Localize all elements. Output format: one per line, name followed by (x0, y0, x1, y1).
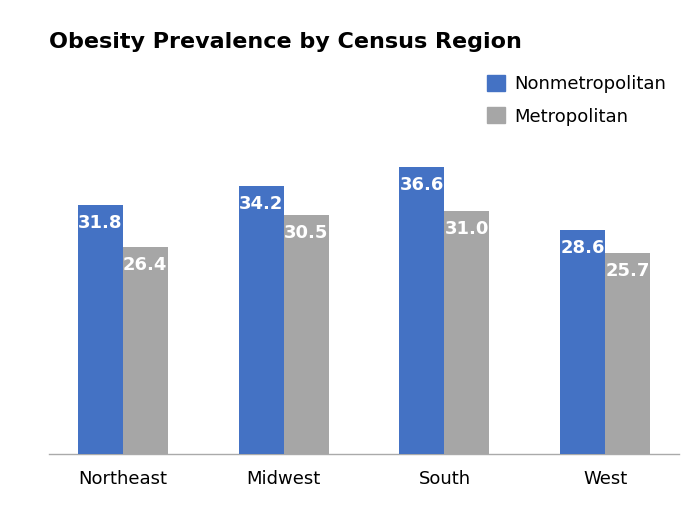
Bar (560, 230, 606, 454)
Legend: Nonmetropolitan, Metropolitan: Nonmetropolitan, Metropolitan (484, 71, 670, 129)
Bar (78, 205, 122, 454)
Text: 28.6: 28.6 (561, 239, 605, 257)
Text: 36.6: 36.6 (400, 176, 444, 195)
Bar (606, 252, 650, 454)
Bar (122, 247, 168, 454)
Bar (400, 167, 444, 454)
Text: 34.2: 34.2 (239, 195, 284, 213)
Text: 30.5: 30.5 (284, 224, 328, 243)
Text: 31.0: 31.0 (444, 220, 489, 238)
Bar (239, 186, 284, 454)
Text: 31.8: 31.8 (78, 214, 122, 232)
Text: 25.7: 25.7 (606, 262, 650, 280)
Bar (444, 211, 489, 454)
Text: Obesity Prevalence by Census Region: Obesity Prevalence by Census Region (49, 32, 522, 52)
Bar (284, 215, 328, 454)
Text: 26.4: 26.4 (123, 256, 167, 275)
